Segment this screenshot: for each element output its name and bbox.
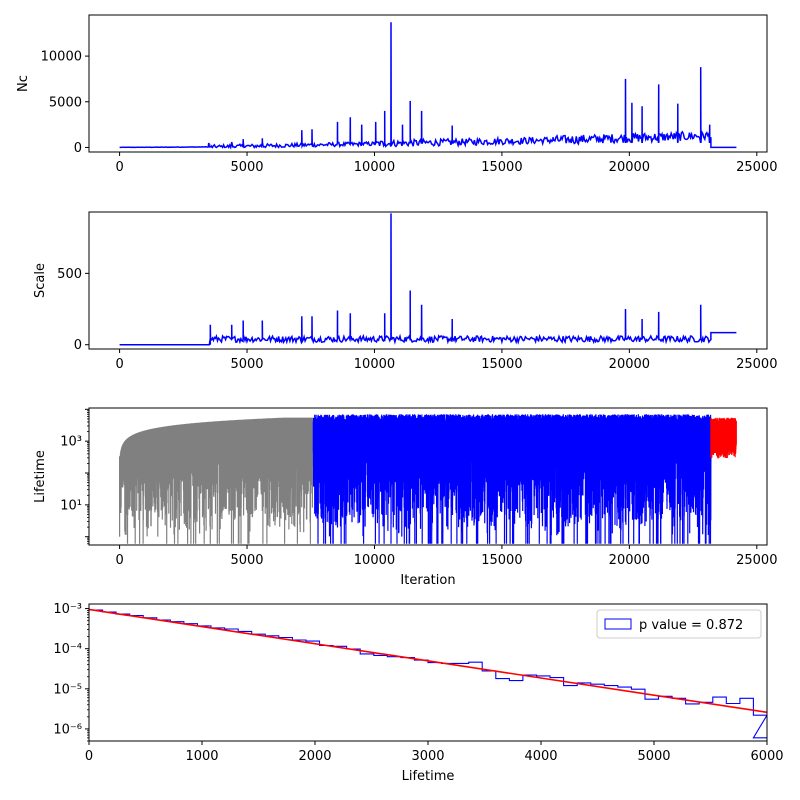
plot-frame (88, 14, 768, 153)
y-tick-label: 10⁻⁶ (53, 722, 82, 737)
series-line (119, 417, 314, 544)
x-tick-label: 5000 (230, 553, 263, 568)
x-tick-label: 1000 (185, 749, 218, 764)
y-tick-label: 0 (74, 338, 82, 353)
x-tick-label: 0 (115, 553, 123, 568)
y-tick-label: 10⁻⁴ (53, 642, 82, 657)
fit-line (89, 608, 767, 714)
x-tick-label: 6000 (750, 749, 783, 764)
series-line (119, 213, 737, 346)
x-tick-label: 10000 (354, 553, 395, 568)
series-line (119, 22, 737, 150)
x-tick-label: 25000 (736, 160, 777, 175)
x-tick-label: 5000 (637, 749, 670, 764)
legend-box (596, 609, 762, 639)
x-axis-label: Lifetime (402, 769, 455, 784)
x-tick-label: 25000 (736, 357, 777, 372)
axes-2: 0 5000 10000 15000 20000 25000 0 500 Scale (33, 211, 777, 372)
x-tick-label: 10000 (354, 160, 395, 175)
x-tick-label: 20000 (609, 160, 650, 175)
x-tick-label: 0 (85, 749, 93, 764)
y-axis-label: Lifetime (33, 450, 48, 503)
series-line (312, 414, 712, 544)
legend-label: p value = 0.872 (639, 618, 743, 633)
x-axis-label: Iteration (400, 573, 455, 588)
y-axis-label: Nc (16, 75, 31, 92)
x-tick-label: 25000 (736, 553, 777, 568)
x-tick-label: 2000 (298, 749, 331, 764)
x-tick-label: 20000 (609, 553, 650, 568)
y-tick-label: 10⁻⁵ (53, 682, 82, 697)
plot-frame (88, 211, 768, 350)
y-tick-label: 10⁻³ (53, 602, 82, 617)
x-tick-label: 0 (115, 357, 123, 372)
x-tick-label: 20000 (609, 357, 650, 372)
legend: p value = 0.872 (596, 609, 762, 639)
x-tick-label: 10000 (354, 357, 395, 372)
plot-frame (88, 407, 768, 546)
x-tick-label: 0 (115, 160, 123, 175)
x-tick-label: 5000 (230, 160, 263, 175)
y-tick-label: 500 (57, 267, 82, 282)
legend-swatch (604, 618, 632, 630)
series-line (710, 417, 737, 459)
x-tick-label: 15000 (481, 160, 522, 175)
axes-1: 0 5000 10000 15000 20000 25000 0 5000 10000 Nc (16, 14, 777, 175)
y-tick-label: 5000 (49, 95, 82, 110)
y-tick-label: 10³ (60, 435, 82, 450)
x-tick-label: 5000 (230, 357, 263, 372)
x-tick-label: 4000 (524, 749, 557, 764)
y-tick-label: 10¹ (60, 498, 82, 513)
x-tick-label: 15000 (481, 553, 522, 568)
y-axis-label: Scale (33, 263, 48, 298)
y-tick-label: 10000 (41, 50, 82, 65)
axes-3: 0 5000 10000 15000 20000 25000 10¹ 10³ Lifetime I… (33, 407, 777, 588)
x-tick-label: 3000 (411, 749, 444, 764)
plot-frame (88, 603, 768, 742)
y-tick-label: 0 (74, 141, 82, 156)
x-tick-label: 15000 (481, 357, 522, 372)
axes-4: 0 1000 2000 3000 4000 5000 6000 10⁻³ 10⁻⁴ 10⁻⁵ 10⁻… (53, 602, 783, 784)
